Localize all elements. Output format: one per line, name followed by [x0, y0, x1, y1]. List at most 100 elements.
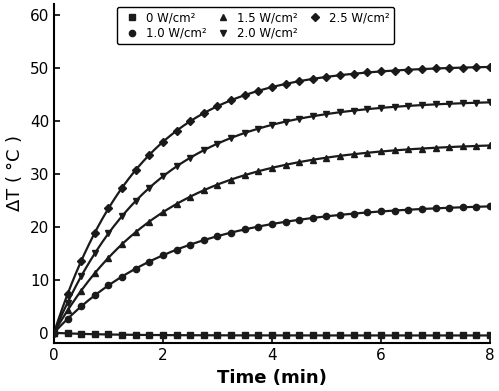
1.0 W/cm²: [269, 222, 275, 226]
1.0 W/cm²: [201, 238, 207, 242]
1.0 W/cm²: [405, 207, 411, 212]
1.5 W/cm²: [337, 153, 343, 158]
1.5 W/cm²: [419, 146, 425, 151]
0 W/cm²: [119, 332, 125, 337]
1.5 W/cm²: [460, 144, 466, 149]
0 W/cm²: [337, 333, 343, 338]
Line: 2.5 W/cm²: 2.5 W/cm²: [51, 64, 493, 336]
2.5 W/cm²: [174, 128, 180, 133]
2.5 W/cm²: [364, 70, 370, 75]
2.0 W/cm²: [174, 164, 180, 169]
2.5 W/cm²: [337, 73, 343, 77]
1.0 W/cm²: [133, 266, 139, 271]
0 W/cm²: [133, 332, 139, 337]
2.5 W/cm²: [378, 69, 384, 74]
1.5 W/cm²: [323, 155, 329, 160]
1.5 W/cm²: [228, 177, 234, 182]
Line: 1.0 W/cm²: 1.0 W/cm²: [51, 203, 493, 336]
1.0 W/cm²: [378, 209, 384, 214]
2.0 W/cm²: [146, 185, 152, 190]
1.5 W/cm²: [187, 194, 193, 199]
1.0 W/cm²: [255, 224, 261, 229]
0 W/cm²: [460, 333, 466, 338]
Y-axis label: $\Delta$T ( $\degree$C ): $\Delta$T ( $\degree$C ): [4, 136, 24, 212]
1.0 W/cm²: [92, 293, 98, 298]
1.5 W/cm²: [446, 145, 452, 149]
1.5 W/cm²: [255, 169, 261, 174]
2.5 W/cm²: [133, 168, 139, 172]
1.5 W/cm²: [405, 147, 411, 152]
1.5 W/cm²: [92, 271, 98, 276]
0 W/cm²: [269, 333, 275, 338]
0 W/cm²: [364, 333, 370, 338]
2.0 W/cm²: [105, 231, 111, 236]
0 W/cm²: [351, 333, 357, 338]
2.5 W/cm²: [64, 292, 70, 296]
2.0 W/cm²: [419, 103, 425, 108]
1.5 W/cm²: [378, 149, 384, 154]
2.0 W/cm²: [187, 155, 193, 160]
2.0 W/cm²: [269, 122, 275, 127]
1.0 W/cm²: [187, 242, 193, 247]
1.0 W/cm²: [215, 234, 221, 239]
1.5 W/cm²: [201, 188, 207, 193]
1.5 W/cm²: [119, 242, 125, 246]
2.5 W/cm²: [255, 88, 261, 93]
0 W/cm²: [242, 333, 248, 338]
2.5 W/cm²: [310, 77, 316, 81]
2.0 W/cm²: [64, 300, 70, 305]
1.5 W/cm²: [146, 219, 152, 224]
1.0 W/cm²: [392, 208, 398, 213]
1.5 W/cm²: [474, 143, 480, 148]
1.0 W/cm²: [228, 230, 234, 235]
2.0 W/cm²: [51, 330, 57, 335]
0 W/cm²: [228, 333, 234, 338]
2.0 W/cm²: [460, 101, 466, 106]
2.0 W/cm²: [78, 274, 84, 279]
1.0 W/cm²: [174, 247, 180, 252]
2.5 W/cm²: [215, 104, 221, 109]
0 W/cm²: [146, 333, 152, 337]
1.5 W/cm²: [487, 143, 493, 148]
2.5 W/cm²: [282, 82, 288, 86]
1.0 W/cm²: [419, 206, 425, 211]
1.0 W/cm²: [296, 217, 302, 222]
0 W/cm²: [201, 333, 207, 338]
2.0 W/cm²: [255, 126, 261, 131]
2.5 W/cm²: [433, 66, 439, 71]
Legend: 0 W/cm², 1.0 W/cm², 1.5 W/cm², 2.0 W/cm², 2.5 W/cm²: 0 W/cm², 1.0 W/cm², 1.5 W/cm², 2.0 W/cm²…: [117, 7, 394, 45]
2.0 W/cm²: [392, 104, 398, 109]
2.5 W/cm²: [242, 93, 248, 97]
2.0 W/cm²: [215, 141, 221, 146]
2.5 W/cm²: [419, 67, 425, 72]
0 W/cm²: [296, 333, 302, 338]
2.5 W/cm²: [146, 152, 152, 157]
2.0 W/cm²: [351, 108, 357, 113]
2.0 W/cm²: [228, 136, 234, 140]
1.0 W/cm²: [105, 283, 111, 288]
Line: 0 W/cm²: 0 W/cm²: [51, 330, 493, 339]
1.0 W/cm²: [64, 317, 70, 321]
2.5 W/cm²: [296, 79, 302, 84]
1.0 W/cm²: [474, 204, 480, 209]
2.5 W/cm²: [201, 111, 207, 115]
0 W/cm²: [174, 333, 180, 337]
0 W/cm²: [78, 332, 84, 336]
0 W/cm²: [64, 331, 70, 336]
2.0 W/cm²: [201, 148, 207, 152]
0 W/cm²: [378, 333, 384, 338]
2.5 W/cm²: [405, 67, 411, 72]
1.5 W/cm²: [282, 162, 288, 167]
1.0 W/cm²: [433, 206, 439, 211]
2.0 W/cm²: [133, 199, 139, 203]
1.5 W/cm²: [51, 330, 57, 335]
2.5 W/cm²: [460, 65, 466, 70]
0 W/cm²: [187, 333, 193, 337]
2.0 W/cm²: [446, 101, 452, 106]
1.5 W/cm²: [105, 255, 111, 260]
0 W/cm²: [215, 333, 221, 338]
2.5 W/cm²: [119, 185, 125, 190]
0 W/cm²: [446, 333, 452, 338]
2.5 W/cm²: [160, 140, 166, 144]
2.0 W/cm²: [92, 251, 98, 256]
